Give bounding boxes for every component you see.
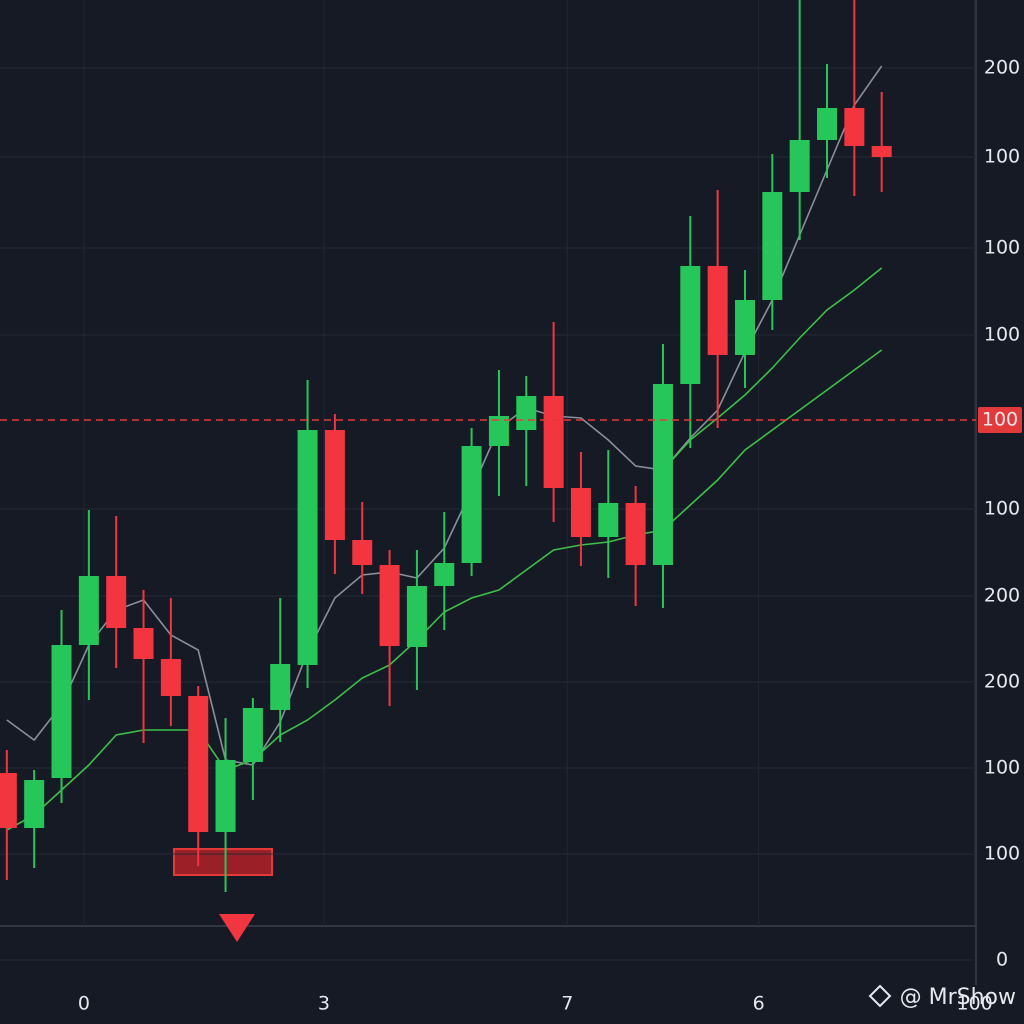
x-tick-label: 6 (753, 993, 765, 1015)
candle-body (324, 430, 345, 540)
y-tick-label: 100 (984, 146, 1020, 168)
candle-body (570, 488, 591, 537)
candle-body (242, 708, 263, 762)
candle-body (188, 696, 209, 832)
candle-body (516, 396, 537, 430)
x-tick-label: 100 (957, 993, 993, 1015)
y-tick-label: 100 (984, 237, 1020, 259)
y-tick-label: 100 (984, 757, 1020, 779)
price-label: 100 (982, 409, 1018, 431)
candle-body (844, 108, 865, 146)
candle-body (707, 266, 728, 355)
y-tick-label: 100 (984, 324, 1020, 346)
y-tick-label: 200 (984, 585, 1020, 607)
y-tick-label: 200 (984, 57, 1020, 79)
candle-body (51, 645, 72, 778)
candle-body (871, 146, 892, 157)
candle-body (24, 780, 45, 828)
candle-body (461, 446, 482, 563)
y-tick-label: 100 (984, 843, 1020, 865)
candle-body (817, 108, 838, 140)
candle-body (680, 266, 701, 384)
candle-body (789, 140, 810, 192)
down-arrow (219, 914, 255, 942)
candle-body (160, 659, 181, 696)
candle-body (270, 664, 291, 710)
moving-average (662, 267, 883, 471)
candle-body (0, 773, 17, 828)
candle-body (762, 192, 783, 300)
y-tick-label: 200 (984, 671, 1020, 693)
highlight-box (173, 848, 273, 876)
watermark: @ MrShow (900, 985, 1016, 1010)
candle-body (352, 540, 373, 565)
candle-body (297, 430, 318, 665)
candle-body (78, 576, 99, 645)
x-tick-label: 3 (318, 993, 330, 1015)
price-label-box (978, 407, 1022, 433)
x-tick-label: 0 (78, 993, 90, 1015)
candle-body (543, 396, 564, 488)
candle-body (133, 628, 154, 659)
candle-body (488, 416, 509, 446)
candle-body (598, 503, 619, 537)
candle-body (625, 503, 646, 565)
x-tick-label: 7 (561, 993, 573, 1015)
candle-body (652, 384, 673, 565)
candle-body (434, 563, 455, 586)
logo (868, 984, 892, 1008)
y-tick-label: 0 (996, 949, 1008, 971)
y-tick-label: 100 (984, 498, 1020, 520)
candle-body (406, 586, 427, 647)
candle-body (106, 576, 127, 628)
candle-body (215, 760, 236, 832)
candle-body (379, 565, 400, 646)
candle-body (734, 300, 755, 355)
